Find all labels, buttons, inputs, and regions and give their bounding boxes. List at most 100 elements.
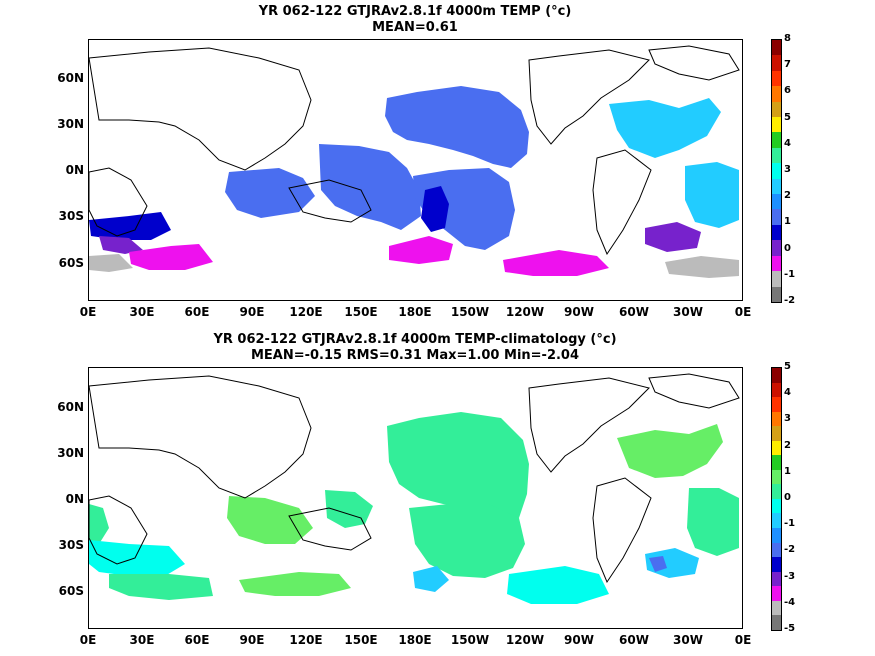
- bottom-colorbar: [771, 367, 782, 631]
- bottom-map-panel: [88, 367, 743, 629]
- bottom-npacific-anomaly: [387, 412, 529, 518]
- top-title-line1: YR 062-122 GTJRAv2.8.1f 4000m TEMP (°c): [258, 4, 572, 19]
- bottom-lon-label: 120E: [289, 633, 323, 647]
- top-lon-label: 30E: [129, 305, 155, 319]
- top-colorbar-label: 7: [784, 59, 791, 71]
- top-colorbar-swatch: [772, 70, 781, 87]
- bottom-colorbar-label: 3: [784, 413, 791, 425]
- top-colorbar-swatch: [772, 255, 781, 272]
- bottom-lon-label: 60W: [619, 633, 649, 647]
- top-colorbar-swatch: [772, 178, 781, 195]
- top-satlantic-purple: [645, 222, 701, 252]
- bottom-colorbar-swatch: [772, 557, 781, 572]
- bottom-colorbar-label: 5: [784, 361, 791, 372]
- bottom-pacific-cyan: [413, 566, 449, 592]
- top-colorbar-label: -2: [784, 295, 796, 306]
- top-lon-label: 0E: [734, 305, 752, 319]
- bottom-colorbar-swatch: [772, 411, 781, 427]
- top-lat-label-0n: 0N: [65, 163, 84, 177]
- top-lon-label: 60E: [184, 305, 210, 319]
- bottom-lon-label: 30E: [129, 633, 155, 647]
- top-colorbar-swatch: [772, 271, 781, 287]
- bottom-epacific-cyan: [507, 566, 609, 604]
- bottom-colorbar-label: -1: [784, 518, 796, 530]
- bottom-coastlines: [89, 373, 740, 584]
- bottom-spacific-anomaly: [409, 504, 525, 578]
- top-colorbar-label: 2: [784, 190, 791, 202]
- bottom-lat-label-30n: 30N: [57, 446, 84, 460]
- top-title-line2: MEAN=0.61: [372, 20, 458, 35]
- top-lon-label: 90W: [564, 305, 594, 319]
- bottom-colorbar-label: 1: [784, 465, 791, 477]
- bottom-lon-label: 0E: [734, 633, 752, 647]
- top-colorbar-swatch: [772, 117, 781, 133]
- top-satlantic-blue: [685, 162, 739, 228]
- bottom-colorbar-swatch: [772, 571, 781, 587]
- top-colorbar-label: 1: [784, 216, 791, 228]
- bottom-satlantic-darkblue: [649, 556, 667, 572]
- top-map-svg: [89, 45, 740, 278]
- top-colorbar: [771, 39, 782, 303]
- bottom-lon-label: 150W: [450, 633, 490, 647]
- top-grey-southatl: [665, 256, 739, 278]
- top-colorbar-swatch: [772, 86, 781, 102]
- top-lon-label: 30W: [673, 305, 703, 319]
- bottom-lat-label-60s: 60S: [58, 584, 84, 598]
- top-colorbar-label: -1: [784, 268, 796, 280]
- top-colorbar-label: 8: [784, 33, 791, 44]
- top-magenta-epacific: [503, 250, 609, 276]
- top-lat-label-60s: 60S: [58, 256, 84, 270]
- top-colorbar-swatch: [772, 40, 781, 56]
- bottom-colorbar-label: 0: [784, 492, 791, 503]
- top-lat-label-30s: 30S: [58, 209, 84, 223]
- bottom-colorbar-swatch: [772, 600, 781, 616]
- bottom-lon-label: 120W: [505, 633, 545, 647]
- bottom-colorbar-swatch: [772, 498, 781, 514]
- top-map-panel: [88, 39, 743, 301]
- top-south-indian-purple: [99, 236, 143, 254]
- bottom-colorbar-swatch: [772, 586, 781, 601]
- top-lon-label: 120E: [289, 305, 323, 319]
- top-colorbar-swatch: [772, 132, 781, 148]
- top-lon-label: 150E: [344, 305, 378, 319]
- bottom-title-line2: MEAN=-0.15 RMS=0.31 Max=1.00 Min=-2.04: [250, 348, 580, 363]
- bottom-colorbar-label: -5: [784, 623, 796, 634]
- top-tonga-dark: [421, 186, 449, 232]
- top-colorbar-swatch: [772, 55, 781, 71]
- bottom-lon-label: 0E: [79, 633, 97, 647]
- top-colorbar-label: 6: [784, 85, 791, 97]
- bottom-colorbar-swatch: [772, 469, 781, 485]
- bottom-colorbar-label: 2: [784, 439, 791, 451]
- top-coastlines: [89, 45, 740, 256]
- top-grey-south: [89, 254, 133, 272]
- top-magenta-indian: [129, 244, 213, 270]
- bottom-colorbar-swatch: [772, 368, 781, 383]
- top-npacific-anomaly: [385, 86, 529, 168]
- bottom-colorbar-label: -4: [784, 596, 796, 608]
- top-colorbar-swatch: [772, 224, 781, 241]
- bottom-indian-green: [227, 496, 313, 544]
- top-colorbar-label: 3: [784, 164, 791, 175]
- top-lat-label-60n: 60N: [57, 71, 84, 85]
- top-colorbar-swatch: [772, 286, 781, 302]
- top-colorbar-swatch: [772, 147, 781, 164]
- top-lon-label: 90E: [239, 305, 265, 319]
- bottom-title-line1: YR 062-122 GTJRAv2.8.1f 4000m TEMP-clima…: [213, 332, 617, 347]
- top-lon-label: 150W: [450, 305, 490, 319]
- bottom-lon-label: 180E: [398, 633, 432, 647]
- bottom-colorbar-swatch: [772, 615, 781, 630]
- bottom-colorbar-label: 4: [784, 387, 791, 399]
- bottom-south-green: [109, 574, 213, 600]
- bottom-lon-label: 30W: [673, 633, 703, 647]
- bottom-colorbar-swatch: [772, 484, 781, 499]
- bottom-south-pacific-green: [239, 572, 351, 596]
- top-magenta-pacific: [389, 236, 453, 264]
- top-south-indian-dark: [89, 212, 171, 240]
- bottom-colorbar-swatch: [772, 440, 781, 456]
- bottom-map-svg: [89, 373, 740, 604]
- bottom-colorbar-label: -3: [784, 570, 796, 582]
- bottom-lon-label: 90W: [564, 633, 594, 647]
- top-colorbar-label: 5: [784, 111, 791, 123]
- bottom-lat-label-30s: 30S: [58, 538, 84, 552]
- top-wpacific-anomaly: [319, 144, 421, 230]
